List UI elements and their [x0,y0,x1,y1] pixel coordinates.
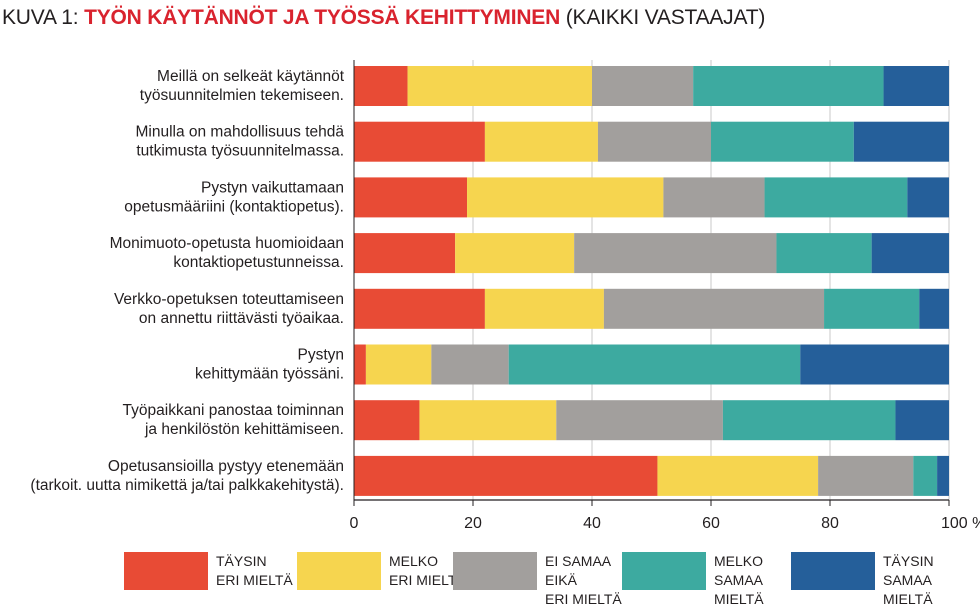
bar-segment [556,400,723,441]
bar-segment [883,66,949,106]
bar-segment [354,177,468,218]
chart-title: KUVA 1: TYÖN KÄYTÄNNÖT JA TYÖSSÄ KEHITTY… [2,6,765,30]
legend-swatch [124,552,208,590]
bar-segment [800,344,949,385]
legend-swatch [791,552,875,590]
legend-label-line: SAMAA MIELTÄ [714,572,764,607]
bar-segment [354,66,408,106]
x-tick-label: 60 [702,515,720,532]
bar-segment [937,455,949,496]
legend-label: EI SAMAA EIKÄ ERI MIELTÄ [545,552,629,609]
bar-segment [776,233,872,274]
bar-segment [365,344,432,385]
bar-segment [824,288,920,329]
x-tick-label: 40 [583,515,601,532]
legend-swatch [297,552,381,590]
x-tick-label: 80 [821,515,839,532]
legend-label: TÄYSIN SAMAA MIELTÄ [883,552,967,609]
stacked-bar-chart: Meillä on selkeät käytännöt työsuunnitelm… [30,60,980,532]
legend-swatch [453,552,537,590]
category-label: Pystyn vaikuttamaan opetusmääriini (konta… [124,179,344,215]
bar-segment [354,233,456,274]
title-main: TYÖN KÄYTÄNNÖT JA TYÖSSÄ KEHITTYMINEN [84,6,561,29]
bar-segment [574,233,777,274]
category-label: Pystyn kehittymään työssäni. [195,347,344,383]
bar-segment [603,288,825,329]
bar-segment [467,177,664,218]
category-label: Minulla on mahdollisuus tehdä tutkimusta … [135,124,344,160]
bar-segment [354,400,420,441]
legend-label-line: MELKO [714,553,764,569]
bar-segment [663,177,765,218]
title-suffix: (KAIKKI VASTAAJAT) [560,6,766,29]
bar-segment [508,344,801,385]
bar-segment [597,121,711,162]
legend-label-line: TÄYSIN [216,553,267,569]
legend-label-line: ERI MIELTÄ [389,572,466,588]
bar-segment [354,288,485,329]
bar-segment [907,177,949,218]
bar-segment [657,455,819,496]
legend-swatch [622,552,706,590]
bar-segment [419,400,557,441]
legend-label: TÄYSIN ERI MIELTÄ [216,552,300,590]
bar-segment [871,233,949,274]
bar-segment [354,121,485,162]
x-tick-label: 100 % [941,515,980,532]
legend-label-line: TÄYSIN [883,553,934,569]
category-label: Meillä on selkeät käytännöt työsuunnitelm… [140,68,345,104]
bar-segment [913,455,938,496]
bar-segment [711,121,854,162]
category-label: Verkko-opetuksen toteuttamiseen on annett… [114,291,344,327]
bar-segment [592,66,694,106]
bar-segment [693,66,884,106]
legend-label-line: SAMAA MIELTÄ [883,572,933,607]
bar-segment [919,288,949,329]
bar-segment [853,121,949,162]
category-label: Monimuoto-opetusta huomioidaan kontaktiop… [110,235,344,271]
bar-segment [722,400,896,441]
bar-segment [484,121,598,162]
legend-label-line: ERI MIELTÄ [545,591,622,607]
bar-segment [484,288,604,329]
bar-segment [818,455,914,496]
category-label: Työpaikkani panostaa toiminnan ja henkilö… [123,402,344,438]
bar-segment [895,400,949,441]
title-prefix: KUVA 1: [2,6,85,29]
bar-segment [354,344,366,385]
legend-label-line: EI SAMAA EIKÄ [545,553,611,588]
category-label: Opetusansioilla pystyy etenemään (tarkoit… [30,458,344,494]
legend-label-line: ERI MIELTÄ [216,572,293,588]
x-tick-label: 20 [464,515,482,532]
bar-segment [407,66,592,106]
legend-label: MELKO SAMAA MIELTÄ [714,552,798,609]
legend-label: MELKO ERI MIELTÄ [389,552,473,590]
bar-segment [455,233,575,274]
bar-segment [354,455,658,496]
bar-segment [431,344,509,385]
legend-label-line: MELKO [389,553,439,569]
x-tick-label: 0 [350,515,359,532]
bar-segment [764,177,908,218]
